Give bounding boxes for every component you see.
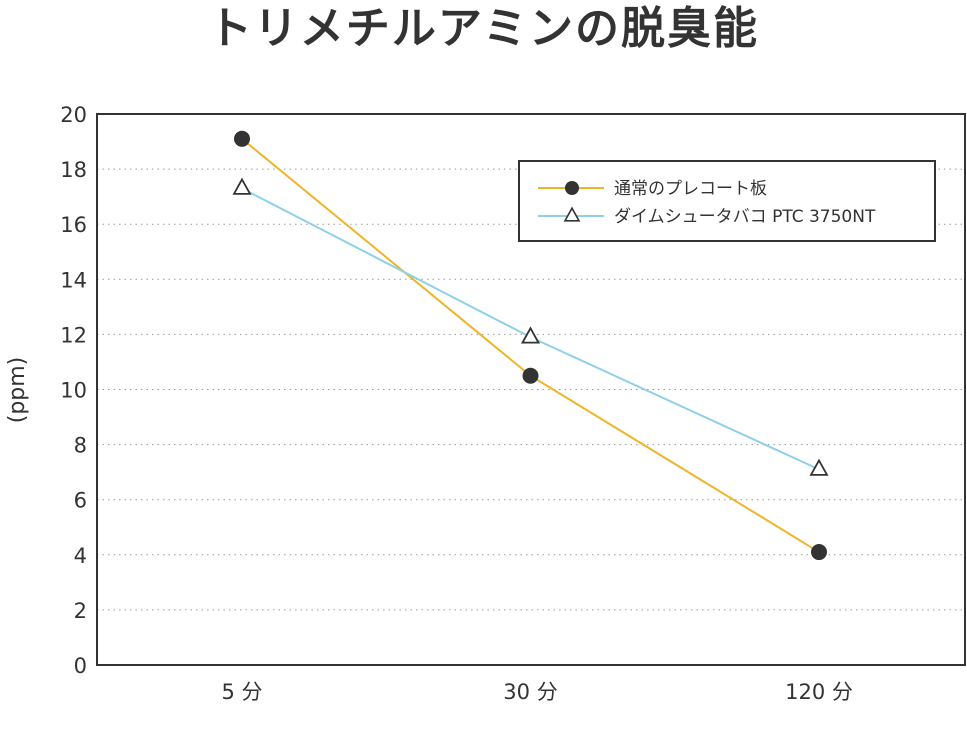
y-tick-label: 8 (74, 434, 87, 458)
data-point-circle (234, 130, 250, 147)
y-tick-label: 18 (60, 158, 87, 182)
axes (96, 113, 966, 666)
y-tick-label: 4 (74, 544, 87, 568)
legend-marker-triangle (563, 206, 581, 222)
data-point-triangle (232, 177, 252, 195)
series-group (232, 130, 829, 561)
y-tick-label: 16 (60, 213, 87, 237)
legend-label: ダイムシュータバコ PTC 3750NT (614, 207, 876, 227)
x-tick-label: 5 分 (221, 680, 262, 704)
legend-label: 通常のプレコート板 (614, 179, 767, 199)
legend-box (518, 160, 936, 242)
x-tick-labels: 5 分 30 分 120 分 (221, 680, 852, 704)
plot-frame (96, 113, 966, 666)
data-point-circle (811, 544, 827, 561)
y-tick-label: 0 (74, 654, 87, 678)
y-tick-labels: 0 2 4 6 8 10 12 14 16 18 20 (60, 103, 87, 678)
x-tick-label: 30 分 (503, 680, 557, 704)
y-tick-label: 6 (74, 489, 87, 513)
y-tick-label: 20 (60, 103, 87, 127)
data-point-triangle (520, 326, 541, 344)
y-tick-label: 10 (60, 379, 87, 403)
y-tick-label: 2 (74, 599, 87, 623)
data-point-circle (522, 367, 539, 384)
chart-title: トリメチルアミンの脱臭能 (207, 3, 760, 54)
legend-marker-circle (565, 181, 579, 195)
x-tick-label: 120 分 (785, 680, 853, 704)
data-point-triangle (809, 458, 829, 476)
y-tick-label: 14 (60, 268, 87, 292)
y-axis-label: (ppm) (5, 357, 30, 424)
y-tick-label: 12 (60, 323, 87, 347)
